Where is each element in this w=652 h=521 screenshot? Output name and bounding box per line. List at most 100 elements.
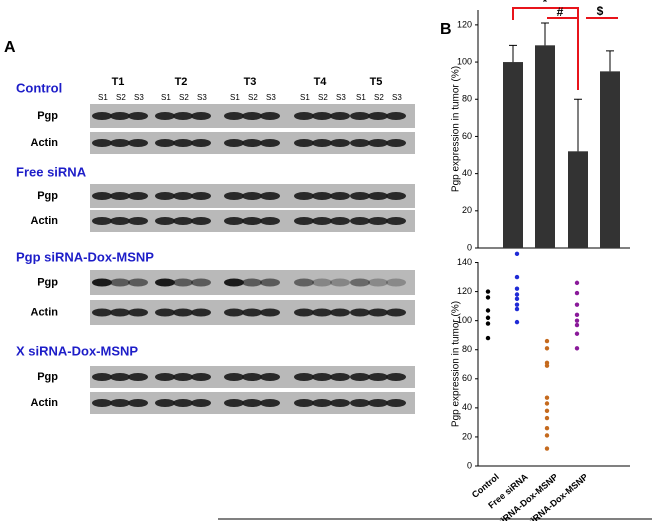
- band: [128, 217, 148, 225]
- y-tick-label: 100: [457, 56, 472, 66]
- tumor-label: T1: [112, 76, 125, 88]
- band: [294, 308, 314, 317]
- bar: [568, 151, 588, 248]
- band: [191, 308, 211, 317]
- band: [312, 373, 332, 381]
- point: [485, 308, 491, 313]
- band: [294, 399, 314, 407]
- band: [368, 278, 388, 287]
- band: [110, 139, 130, 147]
- band: [330, 112, 350, 120]
- band: [294, 278, 314, 287]
- point: [574, 290, 580, 296]
- band: [368, 139, 388, 147]
- band: [260, 308, 280, 317]
- band: [110, 278, 130, 287]
- band: [155, 139, 175, 147]
- band: [242, 308, 262, 317]
- band: [155, 217, 175, 225]
- y-tick-label: 140: [457, 257, 472, 267]
- band: [386, 399, 406, 407]
- band: [350, 373, 370, 381]
- band: [191, 217, 211, 225]
- band: [330, 399, 350, 407]
- error-bar: [541, 22, 549, 46]
- band: [191, 139, 211, 147]
- error-bar: [574, 98, 582, 152]
- band: [224, 112, 244, 120]
- band: [260, 373, 280, 381]
- band: [330, 373, 350, 381]
- band: [155, 278, 175, 287]
- point: [544, 426, 550, 431]
- band: [386, 112, 406, 120]
- point: [574, 318, 580, 323]
- band: [260, 139, 280, 147]
- band: [110, 373, 130, 381]
- band: [312, 139, 332, 147]
- band: [368, 308, 388, 317]
- band: [242, 217, 262, 225]
- y-tick-label: 80: [462, 344, 472, 354]
- tumor-label: T5: [370, 76, 383, 88]
- point: [514, 319, 520, 325]
- band: [110, 217, 130, 225]
- band: [350, 192, 370, 200]
- sample-label: S3: [336, 93, 346, 102]
- band: [260, 192, 280, 200]
- band: [330, 217, 350, 225]
- point: [544, 433, 550, 438]
- point: [485, 289, 491, 294]
- band: [368, 399, 388, 407]
- point: [514, 251, 520, 257]
- bar: [600, 71, 620, 248]
- group-label: Free siRNA: [16, 164, 87, 179]
- band: [155, 308, 175, 317]
- band: [92, 308, 112, 317]
- band: [350, 399, 370, 407]
- sample-label: S2: [116, 93, 126, 102]
- group-label: X siRNA-Dox-MSNP: [16, 343, 138, 358]
- band: [110, 308, 130, 317]
- row-label: Pgp: [37, 276, 58, 288]
- sample-label: S2: [318, 93, 328, 102]
- row-label: Pgp: [37, 110, 58, 122]
- band: [242, 139, 262, 147]
- band: [368, 112, 388, 120]
- row-label: Actin: [31, 306, 59, 318]
- band: [155, 112, 175, 120]
- band: [128, 278, 148, 287]
- point: [514, 286, 520, 291]
- point: [574, 280, 580, 286]
- y-tick-label: 60: [462, 373, 472, 383]
- band: [242, 112, 262, 120]
- band: [312, 112, 332, 120]
- panel-label: A: [4, 39, 16, 56]
- band: [128, 373, 148, 381]
- point: [544, 401, 550, 406]
- band: [173, 373, 193, 381]
- band: [110, 399, 130, 407]
- band: [224, 217, 244, 225]
- y-tick-label: 40: [462, 402, 472, 412]
- band: [128, 112, 148, 120]
- row-label: Pgp: [37, 190, 58, 202]
- band: [110, 192, 130, 200]
- sample-label: S2: [248, 93, 258, 102]
- sample-label: S2: [374, 93, 384, 102]
- band: [155, 192, 175, 200]
- band: [173, 399, 193, 407]
- point: [544, 395, 550, 400]
- band: [242, 373, 262, 381]
- band: [242, 278, 262, 287]
- band: [330, 139, 350, 147]
- point: [485, 335, 491, 341]
- band: [92, 278, 112, 287]
- band: [128, 192, 148, 200]
- band: [386, 139, 406, 147]
- band: [155, 399, 175, 407]
- band: [92, 399, 112, 407]
- band: [312, 399, 332, 407]
- band: [260, 399, 280, 407]
- band: [92, 192, 112, 200]
